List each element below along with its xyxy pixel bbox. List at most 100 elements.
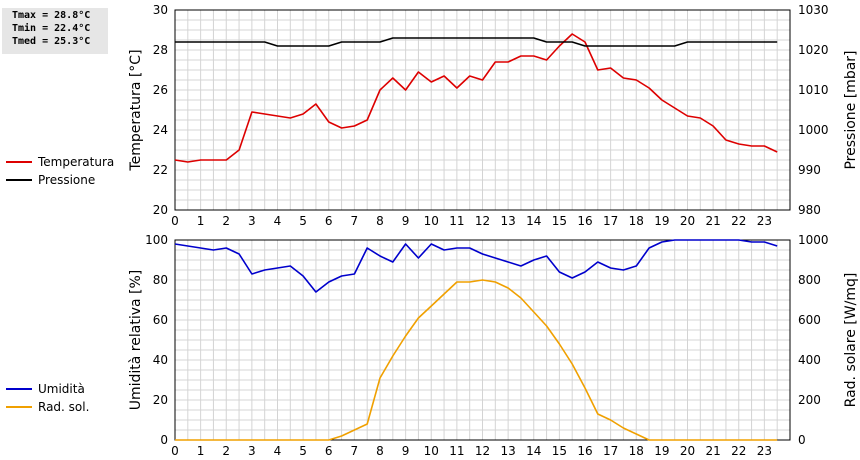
tmin-text: Tmin = 22.4°C: [12, 23, 91, 34]
x-tick-label: 8: [376, 444, 384, 458]
x-tick-label: 14: [526, 444, 541, 458]
x-tick-label: 18: [629, 444, 644, 458]
x-tick-label: 10: [424, 214, 439, 228]
x-tick-label: 3: [248, 444, 256, 458]
legend-label: Temperatura: [38, 155, 115, 169]
y-right-tick-label: 1030: [798, 3, 829, 17]
y-right-tick-label: 980: [798, 203, 821, 217]
x-tick-label: 2: [222, 214, 230, 228]
x-tick-label: 11: [449, 444, 464, 458]
y-left-tick-label: 100: [145, 233, 168, 247]
x-tick-label: 19: [654, 444, 669, 458]
y-right-tick-label: 1020: [798, 43, 829, 57]
legend-label: Rad. sol.: [38, 400, 90, 414]
y-left-tick-label: 30: [153, 3, 168, 17]
series-line-pressione: [175, 37, 778, 47]
x-tick-label: 1: [197, 214, 205, 228]
x-tick-label: 2: [222, 444, 230, 458]
x-tick-label: 17: [603, 214, 618, 228]
plot-frame: [174, 9, 791, 211]
x-tick-label: 1: [197, 444, 205, 458]
legend-label: Umidità: [38, 382, 85, 396]
y-right-tick-label: 1010: [798, 83, 829, 97]
x-tick-label: 16: [577, 444, 592, 458]
x-tick-label: 19: [654, 214, 669, 228]
y-right-tick-label: 990: [798, 163, 821, 177]
y-right-axis-label: Rad. solare [W/mq]: [843, 273, 859, 408]
legend-item-pressione: Pressione: [6, 171, 114, 189]
y-left-tick-label: 40: [153, 353, 168, 367]
y-left-tick-label: 20: [153, 393, 168, 407]
x-tick-label: 13: [500, 214, 515, 228]
x-tick-label: 11: [449, 214, 464, 228]
x-tick-label: 7: [351, 214, 359, 228]
x-tick-label: 21: [705, 214, 720, 228]
series-line-temperatura: [174, 33, 778, 163]
x-tick-label: 12: [475, 214, 490, 228]
x-tick-label: 7: [351, 444, 359, 458]
x-tick-label: 8: [376, 214, 384, 228]
x-tick-label: 15: [552, 444, 567, 458]
y-left-tick-label: 0: [160, 433, 168, 447]
y-left-tick-label: 80: [153, 273, 168, 287]
x-tick-label: 12: [475, 444, 490, 458]
y-right-tick-label: 800: [798, 273, 821, 287]
series-line-umidit-: [174, 239, 778, 293]
y-left-axis-label: Umidità relativa [%]: [128, 270, 144, 411]
x-tick-label: 6: [325, 214, 333, 228]
x-tick-label: 20: [680, 444, 695, 458]
x-tick-label: 13: [500, 444, 515, 458]
x-tick-label: 0: [171, 214, 179, 228]
y-left-tick-label: 28: [153, 43, 168, 57]
legend-swatch: [6, 179, 32, 181]
x-tick-label: 6: [325, 444, 333, 458]
y-right-tick-label: 200: [798, 393, 821, 407]
y-right-axis-label: Pressione [mbar]: [843, 50, 859, 169]
y-left-axis-label: Temperatura [°C]: [128, 49, 144, 171]
legend-item-umidita: Umidità: [6, 380, 89, 398]
legend-top: Temperatura Pressione: [6, 153, 114, 189]
x-tick-label: 4: [274, 214, 282, 228]
plot-frame: [174, 239, 791, 441]
x-tick-label: 5: [299, 214, 307, 228]
legend-item-radsol: Rad. sol.: [6, 398, 89, 416]
x-tick-label: 15: [552, 214, 567, 228]
y-left-tick-label: 20: [153, 203, 168, 217]
x-tick-label: 0: [171, 444, 179, 458]
tmax-text: Tmax = 28.8°C: [12, 10, 91, 21]
x-tick-label: 22: [731, 214, 746, 228]
x-tick-label: 20: [680, 214, 695, 228]
legend-label: Pressione: [38, 173, 96, 187]
x-tick-label: 18: [629, 214, 644, 228]
x-tick-label: 23: [757, 214, 772, 228]
legend-item-temperatura: Temperatura: [6, 153, 114, 171]
y-right-tick-label: 400: [798, 353, 821, 367]
x-tick-label: 4: [274, 444, 282, 458]
stats-box: Tmax = 28.8°C Tmin = 22.4°C Tmed = 25.3°…: [2, 8, 108, 54]
y-left-tick-label: 24: [153, 123, 168, 137]
legend-swatch: [6, 388, 32, 390]
x-tick-label: 17: [603, 444, 618, 458]
y-right-tick-label: 600: [798, 313, 821, 327]
x-tick-label: 14: [526, 214, 541, 228]
legend-swatch: [6, 406, 32, 408]
legend-swatch: [6, 161, 32, 163]
x-tick-label: 9: [402, 444, 410, 458]
x-tick-label: 16: [577, 214, 592, 228]
x-tick-label: 9: [402, 214, 410, 228]
x-tick-label: 10: [424, 444, 439, 458]
x-tick-label: 23: [757, 444, 772, 458]
y-left-tick-label: 26: [153, 83, 168, 97]
x-tick-label: 22: [731, 444, 746, 458]
y-left-tick-label: 60: [153, 313, 168, 327]
y-left-tick-label: 22: [153, 163, 168, 177]
x-tick-label: 21: [705, 444, 720, 458]
y-right-tick-label: 1000: [798, 123, 829, 137]
y-right-tick-label: 0: [798, 433, 806, 447]
x-tick-label: 5: [299, 444, 307, 458]
tmed-text: Tmed = 25.3°C: [12, 36, 91, 47]
legend-bottom: Umidità Rad. sol.: [6, 380, 89, 416]
y-right-tick-label: 1000: [798, 233, 829, 247]
series-line-rad-sol-: [175, 279, 778, 441]
